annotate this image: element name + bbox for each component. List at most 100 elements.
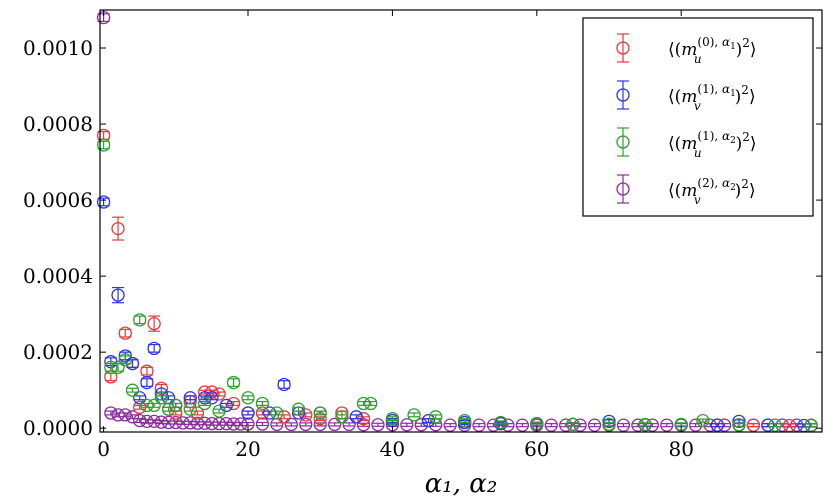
data-point (111, 221, 125, 236)
y-tick-label: 0.0008 (23, 112, 93, 136)
data-point (198, 396, 212, 411)
x-tick-label: 0 (97, 437, 110, 461)
y-tick-label: 0.0000 (23, 416, 93, 440)
data-point (746, 418, 761, 432)
chart-marks (96, 10, 818, 433)
data-point (212, 387, 226, 401)
data-point (125, 383, 140, 397)
data-point (190, 416, 205, 430)
data-point (385, 412, 400, 426)
data-point (313, 406, 327, 420)
data-point (255, 396, 270, 411)
data-point (335, 410, 349, 424)
data-point (277, 410, 291, 424)
x-tick-label: 60 (524, 437, 549, 461)
data-point (457, 413, 472, 428)
data-point (118, 353, 132, 367)
data-point (111, 360, 125, 375)
data-point (111, 408, 125, 422)
data-point (717, 418, 732, 432)
data-point (111, 288, 125, 302)
data-point (573, 418, 587, 432)
data-point (407, 408, 421, 422)
data-point (443, 418, 457, 432)
legend-entry-label: ⟨(m(1), α2 u)2⟩ (668, 129, 757, 160)
x-axis-ticks: 0 20 40 60 80 (97, 10, 694, 461)
data-point (689, 418, 703, 432)
data-point (270, 406, 284, 420)
data-point (176, 416, 190, 430)
data-point (602, 417, 616, 432)
data-point (703, 418, 717, 432)
legend-entry-label: ⟨(m(0), α1 u)2⟩ (668, 35, 757, 66)
data-point (219, 416, 234, 431)
data-point (241, 391, 255, 405)
data-point (342, 417, 356, 432)
data-point (494, 415, 508, 430)
data-point (356, 396, 371, 411)
data-point (371, 418, 385, 432)
data-point (147, 341, 161, 356)
legend-marker (616, 182, 630, 196)
data-point (277, 377, 291, 392)
data-point (421, 413, 436, 428)
legend: ⟨(m(0), α1 u)2⟩ ⟨(m(1), α1 v)2⟩ ⟨(m(1), α2 u)… (582, 17, 814, 217)
data-point (96, 138, 111, 152)
x-tick-label: 20 (235, 437, 260, 461)
series-1 (96, 195, 811, 433)
y-axis-ticks: 0.0000 0.0002 0.0004 0.0006 0.0008 0.0010 (23, 36, 822, 440)
data-point (768, 418, 782, 432)
data-point (140, 414, 154, 429)
data-point (161, 415, 176, 430)
data-point (616, 418, 631, 432)
data-point (732, 414, 746, 429)
data-point (169, 398, 183, 413)
data-point (198, 416, 212, 430)
data-point (327, 417, 342, 432)
data-point (364, 396, 378, 411)
x-tick-label: 80 (668, 437, 693, 461)
data-point (241, 406, 255, 420)
data-point (118, 326, 132, 340)
plot-frame (99, 9, 823, 433)
legend-marker (616, 135, 630, 149)
data-point (544, 418, 558, 432)
data-point (96, 195, 111, 209)
data-point (559, 418, 573, 432)
data-point (133, 313, 147, 327)
y-tick-label: 0.0002 (23, 340, 93, 364)
data-point (104, 360, 118, 375)
data-point (154, 415, 169, 429)
data-point (255, 406, 270, 420)
data-point (790, 418, 804, 432)
data-point (234, 417, 248, 431)
data-point (775, 418, 789, 432)
data-point (212, 404, 226, 418)
series-2 (96, 138, 818, 433)
data-point (226, 375, 241, 390)
legend-marker (616, 41, 630, 55)
legend-marker (616, 88, 630, 102)
data-point (226, 417, 241, 431)
data-point (190, 406, 205, 420)
data-point (169, 415, 183, 430)
data-point (587, 418, 602, 432)
data-point (147, 316, 161, 331)
data-point (761, 418, 775, 432)
data-point (602, 414, 616, 429)
x-tick-label: 40 (380, 437, 405, 461)
data-point (645, 418, 659, 432)
data-point (140, 398, 154, 413)
data-point (710, 418, 724, 432)
data-point (291, 402, 306, 416)
data-point (263, 406, 277, 420)
data-point (472, 418, 486, 432)
data-point (255, 417, 270, 431)
data-point (183, 402, 197, 416)
x-axis-label: α₁, α₂ (425, 469, 498, 499)
data-point (183, 416, 197, 430)
data-point (631, 418, 645, 432)
data-point (429, 410, 443, 424)
y-tick-label: 0.0004 (23, 264, 93, 288)
